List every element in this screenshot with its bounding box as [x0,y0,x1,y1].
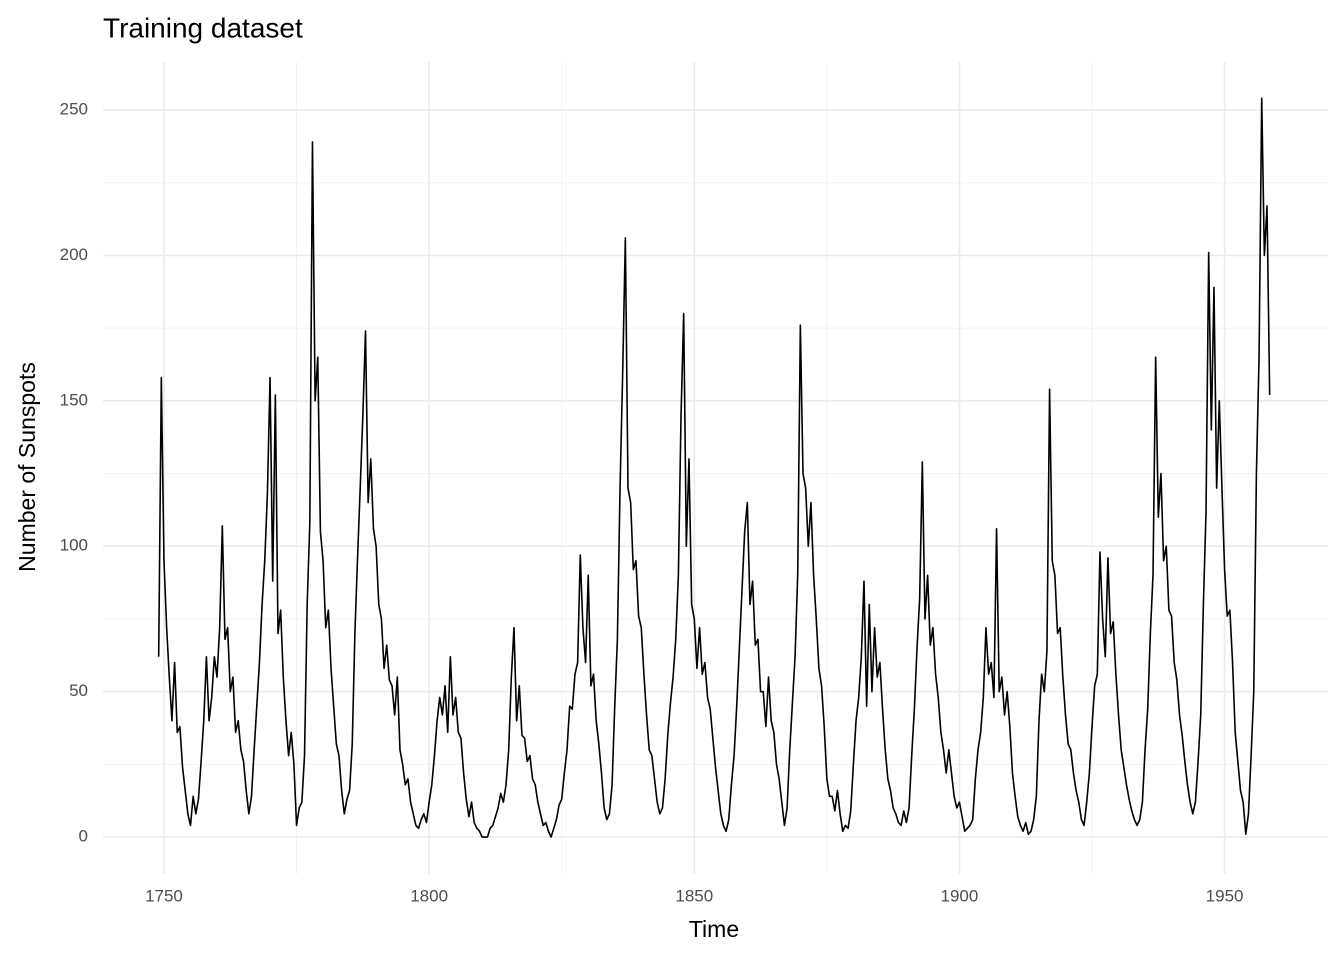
y-tick-label: 250 [60,99,88,118]
x-tick-label: 1900 [941,886,979,905]
x-tick-label: 1950 [1206,886,1244,905]
y-tick-label: 100 [60,536,88,555]
x-axis-title: Time [689,916,739,942]
y-tick-label: 150 [60,390,88,409]
x-tick-label: 1750 [145,886,183,905]
y-tick-label: 200 [60,245,88,264]
y-tick-label: 0 [79,827,88,846]
series-line [157,97,1271,838]
x-tick-label: 1850 [675,886,713,905]
y-tick-label: 50 [69,681,88,700]
y-axis-title: Number of Sunspots [14,362,40,572]
chart-title: Training dataset [103,12,303,43]
x-tick-label: 1800 [410,886,448,905]
